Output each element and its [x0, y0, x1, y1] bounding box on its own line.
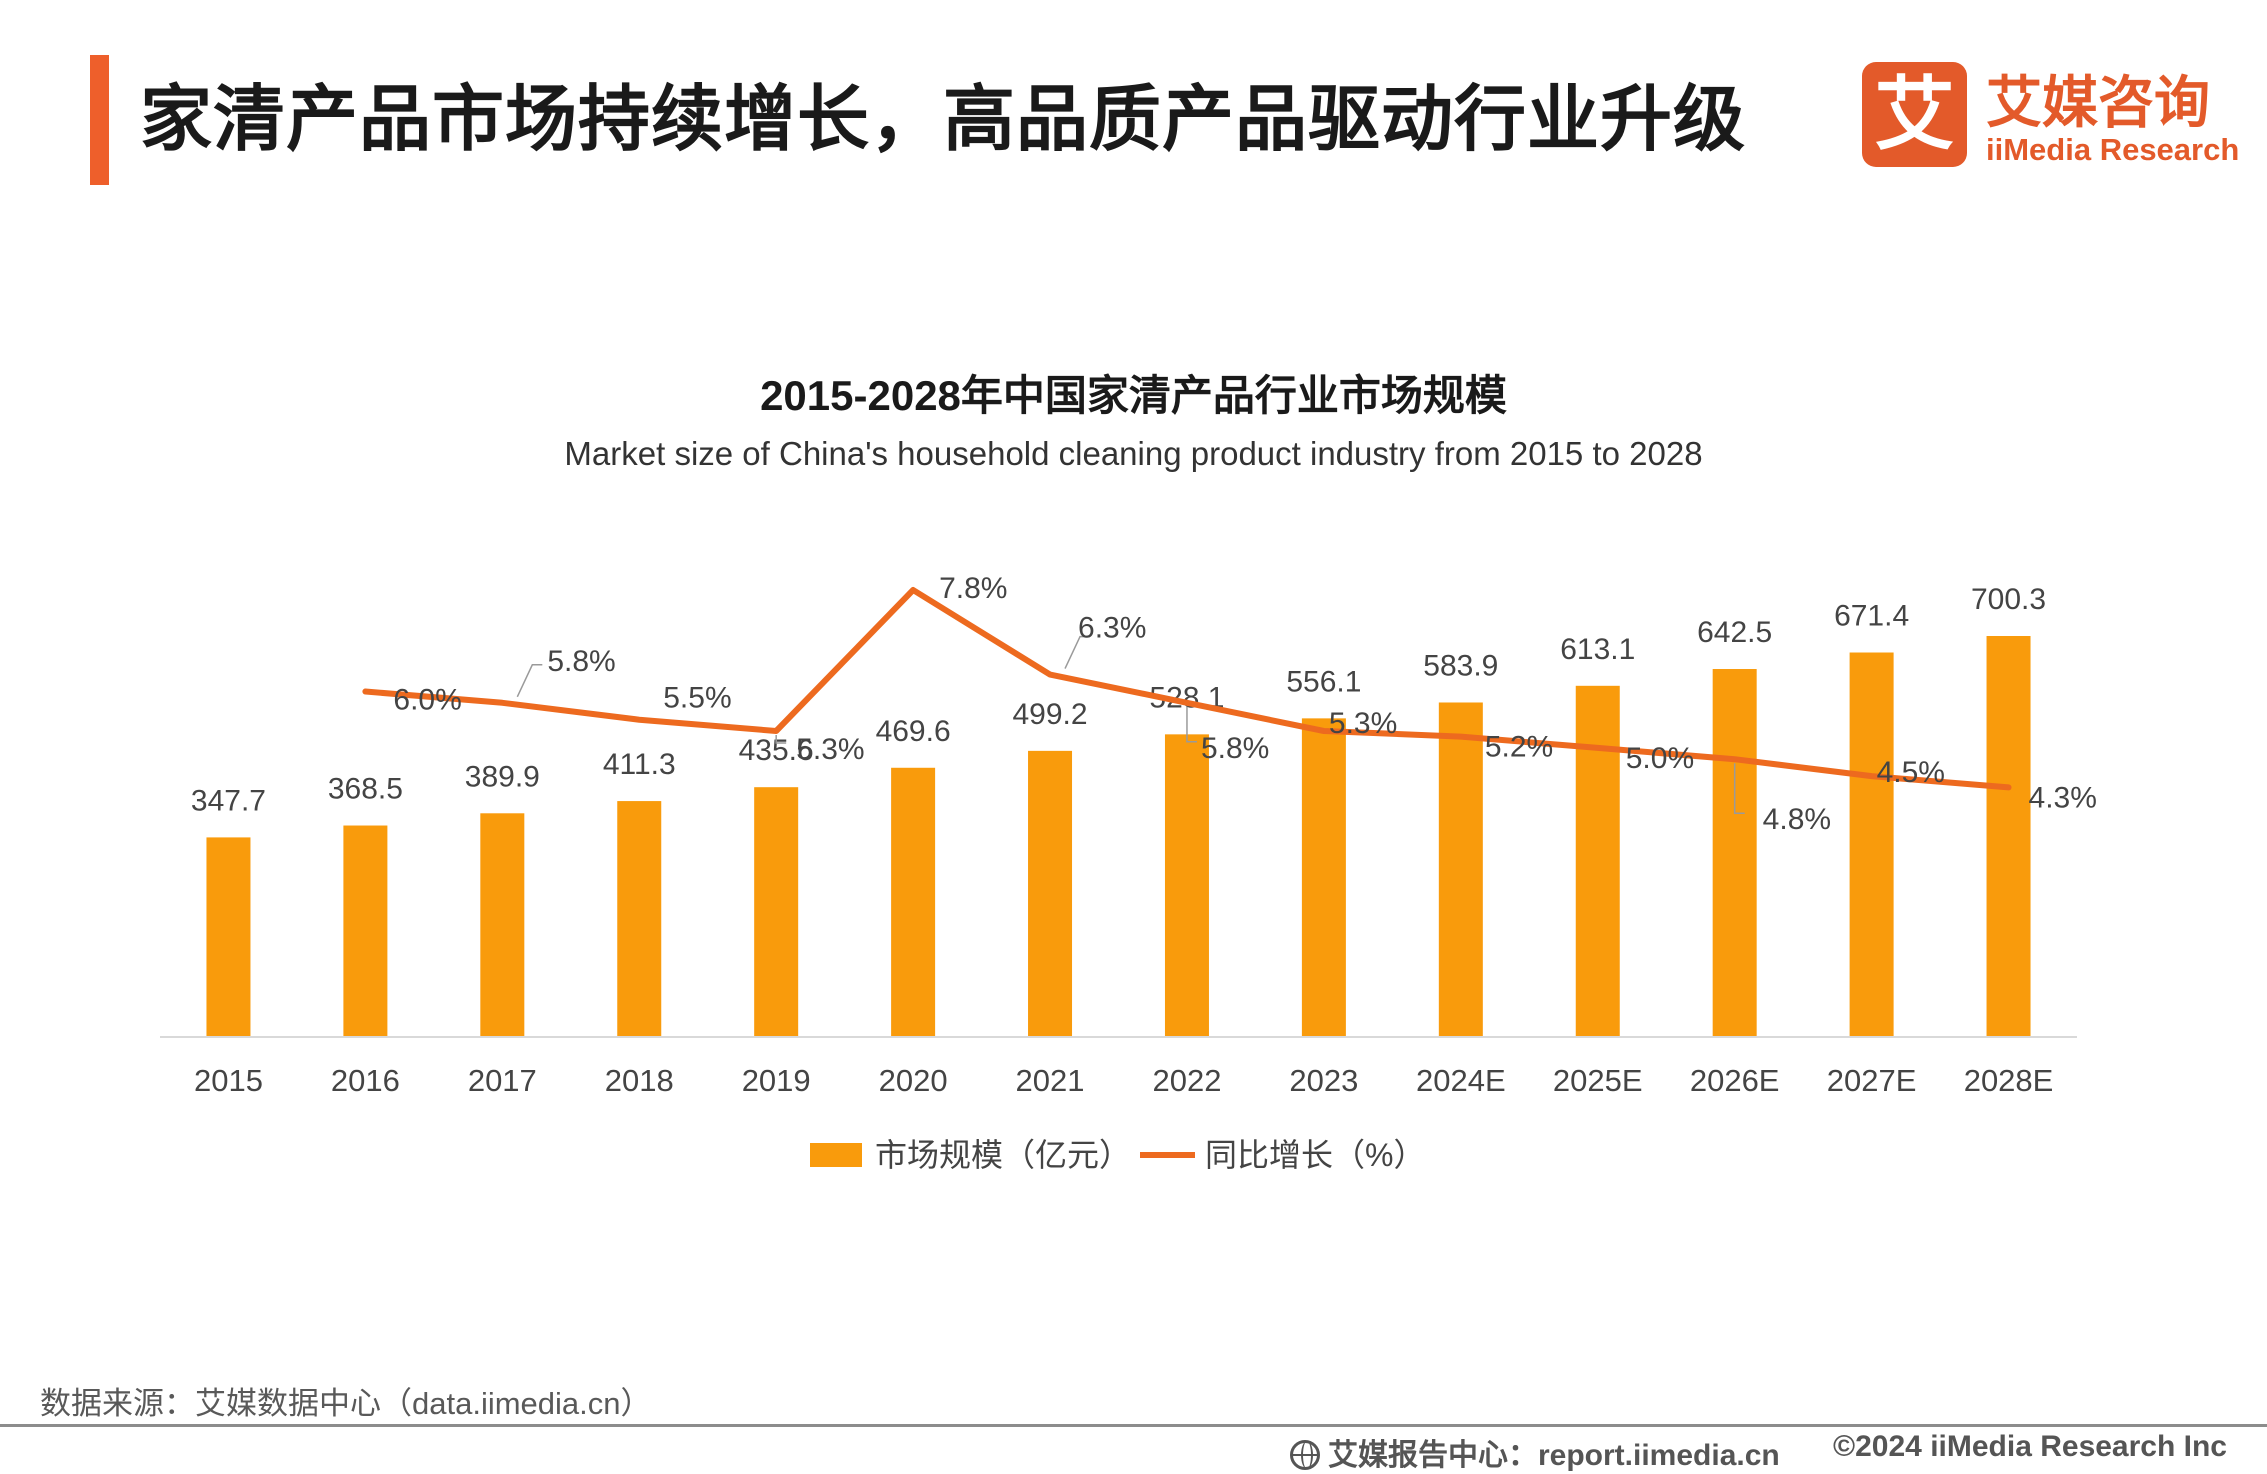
growth-line [362, 587, 2012, 791]
line-label-2021: 6.3% [1078, 612, 1146, 645]
logo-mark: 艾 [1862, 62, 1967, 167]
line-label-2019: 5.3% [796, 733, 864, 766]
bar-label-2018: 411.3 [603, 748, 676, 781]
bar-2021 [1028, 750, 1073, 1036]
x-tick-label-2020: 2020 [879, 1063, 948, 1098]
x-tick-label-2016: 2016 [331, 1063, 400, 1098]
bar-2020 [891, 767, 936, 1036]
footer-report-text: 艾媒报告中心：report.iimedia.cn [1328, 1439, 1780, 1472]
bar-label-2021: 499.2 [1012, 698, 1087, 731]
bar-label-2025E: 613.1 [1560, 633, 1635, 666]
bar-2019 [754, 787, 799, 1036]
line-label-2028E: 4.3% [2029, 781, 2097, 814]
leader-line-2022 [1186, 706, 1197, 743]
bar-2015 [206, 837, 251, 1036]
bar-2022 [1164, 734, 1209, 1036]
line-label-2024E: 5.2% [1485, 731, 1553, 764]
data-source: 数据来源：艾媒数据中心（data.iimedia.cn） [40, 1386, 652, 1421]
legend-bar-swatch [810, 1143, 862, 1167]
leader-line-2017 [516, 664, 543, 698]
chart-subtitle: Market size of China's household cleanin… [564, 435, 1703, 472]
leader-line-2019 [775, 735, 787, 744]
legend-bar-label: 市场规模（亿元） [875, 1137, 1131, 1173]
leader-line-2021 [1064, 635, 1091, 669]
bar-label-2024E: 583.9 [1423, 649, 1498, 682]
bar-2028E [1986, 636, 2031, 1036]
combo-chart: 347.7 368.5 389.9 411.3 435.6469.6499.2528.1… [160, 572, 2097, 1173]
footer-report-link[interactable]: 艾媒报告中心：report.iimedia.cn [1290, 1430, 1780, 1474]
bar-label-2023: 556.1 [1286, 665, 1361, 698]
x-tick-label-2018: 2018 [605, 1063, 674, 1098]
bar-2027E [1849, 652, 1894, 1036]
bar-2017 [480, 813, 525, 1036]
x-tick-label-2017: 2017 [468, 1063, 537, 1098]
bar-2023 [1301, 718, 1346, 1036]
bar-label-2017: 389.9 [465, 760, 540, 793]
leader-line-2026E [1733, 763, 1745, 814]
x-tick-label-2015: 2015 [194, 1063, 263, 1098]
x-tick-label-2027E: 2027E [1827, 1063, 1917, 1098]
footer-copyright: ©2024 iiMedia Research Inc [1833, 1430, 2227, 1463]
x-tick-label-2023: 2023 [1289, 1063, 1358, 1098]
x-tick-label-2019: 2019 [742, 1063, 811, 1098]
x-tick-label-2024E: 2024E [1416, 1063, 1506, 1098]
x-tick-label-2022: 2022 [1152, 1063, 1221, 1098]
bar-label-2027E: 671.4 [1834, 600, 1909, 633]
legend-line-label: 同比增长（%） [1205, 1137, 1425, 1173]
bar-label-2020: 469.6 [876, 715, 951, 748]
line-label-2023: 5.3% [1329, 707, 1397, 740]
bar-2026E [1712, 669, 1757, 1036]
bar-2018 [617, 801, 662, 1036]
globe-icon [1290, 1440, 1320, 1470]
x-tick-label-2026E: 2026E [1690, 1063, 1780, 1098]
bar-label-2015: 347.7 [191, 784, 266, 817]
chart-title: 2015-2028年中国家清产品行业市场规模 [760, 372, 1507, 419]
bar-label-2026E: 642.5 [1697, 616, 1772, 649]
logo: 艾 艾媒咨询 iiMedia Research [1862, 62, 2239, 172]
page-title: 家清产品市场持续增长，高品质产品驱动行业升级 [140, 80, 1747, 160]
footer-divider [0, 1424, 2267, 1427]
bar-2025E [1575, 685, 1620, 1036]
bar-label-2028E: 700.3 [1971, 583, 2046, 616]
x-tick-label-2021: 2021 [1016, 1063, 1085, 1098]
logo-name-cn: 艾媒咨询 [1986, 71, 2210, 134]
title-accent-bar [90, 55, 109, 185]
line-label-2027E: 4.5% [1877, 756, 1945, 789]
line-label-2020: 7.8% [939, 572, 1007, 605]
line-label-2016: 6.0% [393, 684, 461, 717]
line-label-2026E: 4.8% [1763, 803, 1831, 836]
line-label-2025E: 5.0% [1626, 742, 1694, 775]
bar-label-2016: 368.5 [328, 773, 403, 806]
bar-2016 [343, 825, 388, 1036]
bar-2024E [1438, 702, 1483, 1036]
logo-name-en: iiMedia Research [1986, 132, 2240, 167]
line-label-2017: 5.8% [547, 645, 615, 678]
line-label-2018: 5.5% [663, 682, 731, 715]
x-tick-label-2028E: 2028E [1964, 1063, 2054, 1098]
line-label-2022: 5.8% [1201, 732, 1269, 765]
x-tick-label-2025E: 2025E [1553, 1063, 1643, 1098]
